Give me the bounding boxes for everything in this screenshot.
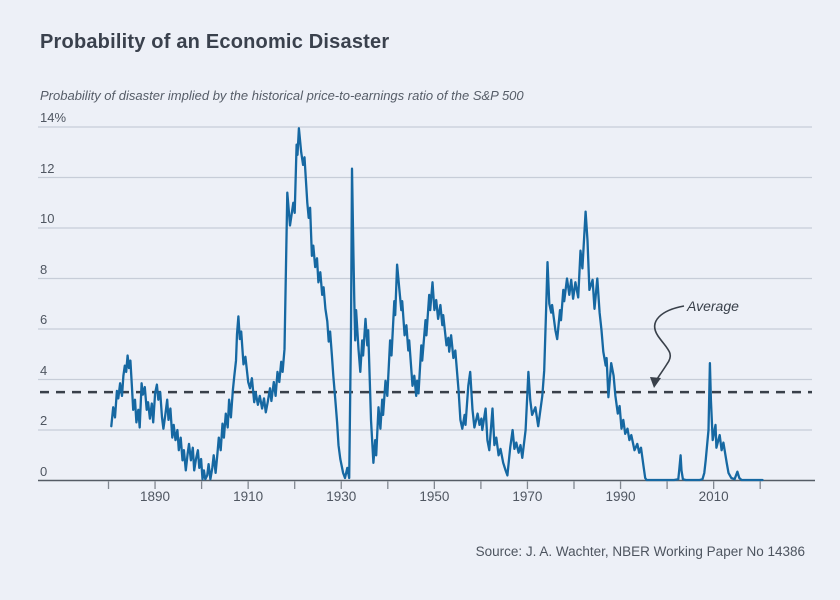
x-axis: [38, 479, 815, 489]
x-tick-label: 1970: [512, 489, 543, 504]
x-tick-label: 1950: [419, 489, 450, 504]
y-tick-label: 14%: [40, 110, 67, 125]
source-credit: Source: J. A. Wachter, NBER Working Pape…: [475, 544, 805, 559]
y-tick-label: 8: [40, 261, 48, 277]
chart-subtitle: Probability of disaster implied by the h…: [40, 88, 524, 103]
x-tick-label: 1910: [233, 489, 264, 504]
x-tick-label: 1930: [326, 489, 357, 504]
y-tick-label: 10: [40, 211, 55, 226]
probability-line-series: [110, 127, 764, 482]
y-tick-label: 2: [40, 413, 48, 428]
x-tick-label: 1990: [605, 489, 636, 504]
y-tick-label: 0: [40, 463, 48, 479]
x-tick-label: 1890: [140, 489, 171, 504]
average-annotation-label: Average: [687, 298, 739, 314]
gridlines: [38, 126, 812, 431]
chart-title: Probability of an Economic Disaster: [40, 31, 390, 53]
y-tick-label: 12: [40, 160, 55, 176]
y-tick-label: 6: [40, 312, 48, 327]
x-tick-label: 2010: [698, 489, 729, 504]
average-annotation-arrow-icon: [650, 305, 685, 388]
y-tick-label: 4: [40, 362, 48, 378]
